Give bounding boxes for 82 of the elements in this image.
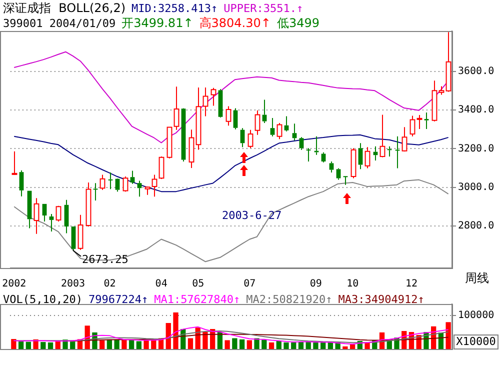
y-tick-label: 2800.0 (458, 220, 494, 232)
candlestick (181, 108, 186, 162)
bar (446, 322, 451, 349)
bar (144, 340, 149, 349)
candlestick (358, 142, 363, 170)
candlestick (233, 108, 238, 130)
bar (232, 338, 238, 349)
text: MA2:50821920↑ (246, 292, 332, 306)
x-tick-label: 04 (155, 278, 168, 290)
candlestick (299, 136, 304, 150)
candlestick (115, 178, 120, 192)
bar (284, 342, 289, 349)
x-tick-label: 2003 (60, 278, 86, 290)
x-tick-label: 02 (104, 278, 116, 290)
bar (246, 340, 252, 349)
bar (70, 342, 76, 349)
bar (188, 338, 194, 349)
candlestick (42, 204, 47, 222)
y-tick-label: 3200.0 (458, 143, 494, 154)
bar (342, 346, 348, 349)
bar (313, 342, 318, 349)
bar (122, 339, 127, 349)
candlestick (262, 99, 267, 124)
bar (173, 312, 178, 349)
text: 开3499.81↑ (122, 16, 194, 30)
bar (114, 339, 120, 349)
y-tick-label: 3400.0 (458, 104, 494, 116)
annotation: 79967224↑ (88, 292, 148, 306)
bar (262, 340, 267, 349)
bar (18, 341, 24, 349)
candlestick (64, 199, 69, 234)
text: MID:3258.413↑ (132, 2, 218, 15)
candlestick (130, 170, 135, 184)
candlestick (49, 213, 54, 232)
text: MA1:57627840↑ (154, 292, 240, 306)
bar (268, 342, 274, 349)
text: UPPER:3551.↑ (224, 2, 304, 15)
chart-title: VOL(5,10,20) (3, 292, 82, 306)
bar (364, 342, 370, 349)
bar (276, 341, 282, 349)
candlestick (218, 88, 223, 117)
chart-subtitle: 399001 2004/01/09 (3, 16, 116, 30)
x-tick-label: 05 (192, 278, 204, 290)
annotation: 2673.25 (82, 253, 128, 266)
candlestick (336, 168, 341, 180)
annotation: 2003-6-27 (222, 208, 282, 222)
bar (202, 332, 208, 349)
x-tick-label: 07 (244, 278, 256, 290)
y-tick-label: 3600.0 (458, 66, 494, 78)
candlestick (284, 116, 289, 132)
x-tick-label: 12 (406, 278, 418, 290)
y-tick-label: 3000.0 (458, 182, 494, 193)
bar (350, 344, 356, 349)
y-tick-label: 100000 (458, 310, 494, 322)
text: 低3499 (276, 16, 320, 30)
bar (100, 340, 105, 349)
x-tick-label: 10 (346, 278, 359, 290)
candlestick (292, 123, 297, 141)
bar (239, 339, 245, 349)
candlestick (424, 112, 429, 130)
bar (254, 338, 260, 349)
candlestick (19, 170, 24, 197)
text: MA3:34904912↑ (338, 292, 424, 306)
bar (224, 340, 230, 349)
bar (320, 342, 326, 349)
bar (128, 340, 134, 349)
bar (136, 341, 142, 349)
bar (26, 342, 31, 349)
bar (40, 342, 46, 349)
chart-title: 深证成指 BOLL(26,2) (3, 1, 126, 16)
text: 周线 (465, 271, 489, 286)
bar (386, 341, 392, 349)
bar (48, 342, 54, 349)
x-tick-label: 09 (310, 278, 322, 290)
x-tick-label: 2002 (2, 278, 26, 290)
bar (328, 342, 334, 349)
bar (291, 342, 296, 349)
candlestick (137, 180, 142, 198)
candlestick (270, 118, 275, 137)
y-axis-title: X10000 (456, 334, 496, 348)
bar (11, 338, 16, 349)
text: 高3804.30↑ (199, 16, 271, 30)
